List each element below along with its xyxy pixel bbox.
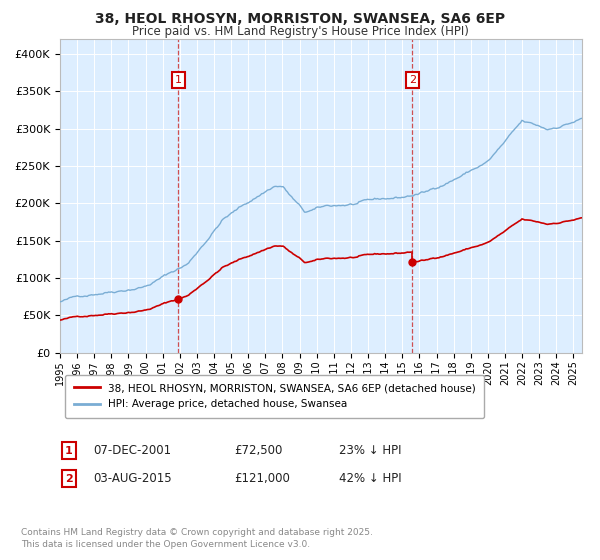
Text: £121,000: £121,000 — [234, 472, 290, 486]
Text: 38, HEOL RHOSYN, MORRISTON, SWANSEA, SA6 6EP: 38, HEOL RHOSYN, MORRISTON, SWANSEA, SA6… — [95, 12, 505, 26]
Text: 23% ↓ HPI: 23% ↓ HPI — [339, 444, 401, 458]
Text: 2: 2 — [65, 474, 73, 484]
Text: 03-AUG-2015: 03-AUG-2015 — [93, 472, 172, 486]
Text: Price paid vs. HM Land Registry's House Price Index (HPI): Price paid vs. HM Land Registry's House … — [131, 25, 469, 38]
Legend: 38, HEOL RHOSYN, MORRISTON, SWANSEA, SA6 6EP (detached house), HPI: Average pric: 38, HEOL RHOSYN, MORRISTON, SWANSEA, SA6… — [65, 375, 484, 418]
Text: £72,500: £72,500 — [234, 444, 283, 458]
Text: 1: 1 — [65, 446, 73, 456]
Text: Contains HM Land Registry data © Crown copyright and database right 2025.
This d: Contains HM Land Registry data © Crown c… — [21, 528, 373, 549]
Text: 07-DEC-2001: 07-DEC-2001 — [93, 444, 171, 458]
Text: 1: 1 — [175, 75, 182, 85]
Text: 42% ↓ HPI: 42% ↓ HPI — [339, 472, 401, 486]
Text: 2: 2 — [409, 75, 416, 85]
